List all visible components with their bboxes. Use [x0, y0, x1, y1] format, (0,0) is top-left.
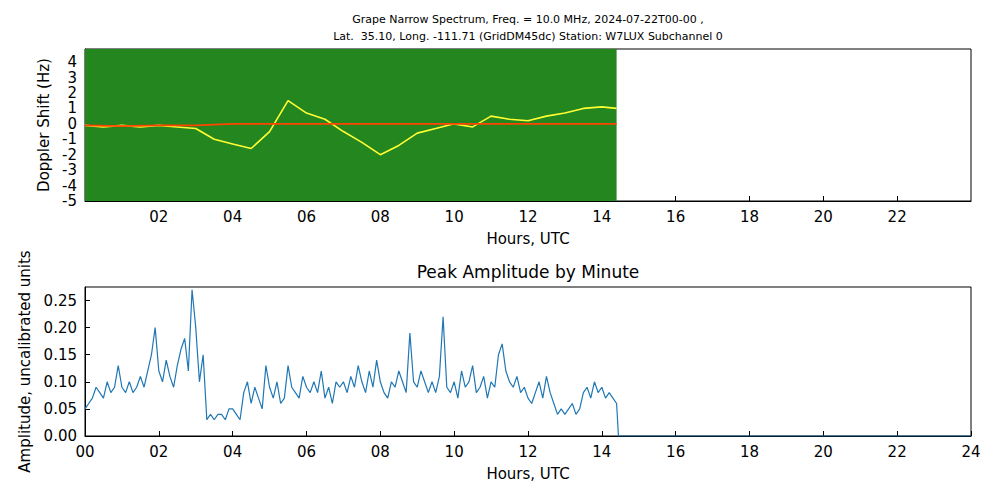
svg-text:Peak Amplitude by Minute: Peak Amplitude by Minute [417, 262, 640, 282]
svg-text:0.05: 0.05 [44, 400, 77, 418]
svg-text:20: 20 [814, 443, 833, 461]
svg-text:0.20: 0.20 [44, 319, 77, 337]
svg-text:14: 14 [592, 443, 611, 461]
svg-text:-5: -5 [62, 192, 77, 210]
svg-text:18: 18 [740, 443, 759, 461]
svg-text:Hours, UTC: Hours, UTC [486, 465, 569, 483]
svg-text:Lat. 35.10, Long. -111.71 (Gr: Lat. 35.10, Long. -111.71 (GridDM45dc) S… [333, 30, 723, 43]
svg-text:00: 00 [75, 443, 94, 461]
svg-text:18: 18 [740, 208, 759, 226]
svg-text:16: 16 [666, 208, 685, 226]
svg-text:12: 12 [518, 443, 537, 461]
svg-text:3: 3 [67, 69, 77, 87]
svg-text:Amplitude, uncalibrated units: Amplitude, uncalibrated units [16, 250, 34, 473]
svg-text:20: 20 [814, 208, 833, 226]
svg-text:0.00: 0.00 [44, 427, 77, 445]
svg-text:04: 04 [223, 443, 242, 461]
svg-text:06: 06 [297, 208, 316, 226]
svg-text:10: 10 [445, 443, 464, 461]
svg-text:04: 04 [223, 208, 242, 226]
svg-text:-3: -3 [62, 161, 77, 179]
svg-text:Doppler Shift (Hz): Doppler Shift (Hz) [35, 58, 53, 192]
svg-text:08: 08 [371, 208, 390, 226]
svg-text:2: 2 [67, 84, 77, 102]
svg-text:-4: -4 [62, 177, 77, 195]
svg-text:4: 4 [67, 53, 77, 71]
svg-text:0.25: 0.25 [44, 292, 77, 310]
svg-text:08: 08 [371, 443, 390, 461]
svg-text:Grape Narrow Spectrum, Freq. =: Grape Narrow Spectrum, Freq. = 10.0 MHz,… [352, 13, 704, 26]
svg-text:12: 12 [518, 208, 537, 226]
svg-text:02: 02 [149, 443, 168, 461]
svg-text:24: 24 [961, 443, 980, 461]
svg-text:02: 02 [149, 208, 168, 226]
svg-text:22: 22 [888, 443, 907, 461]
svg-text:16: 16 [666, 443, 685, 461]
svg-text:-2: -2 [62, 146, 77, 164]
svg-text:10: 10 [445, 208, 464, 226]
svg-text:22: 22 [888, 208, 907, 226]
svg-text:14: 14 [592, 208, 611, 226]
svg-text:Hours, UTC: Hours, UTC [486, 230, 569, 248]
svg-text:0.10: 0.10 [44, 373, 77, 391]
svg-text:0.15: 0.15 [44, 346, 77, 364]
svg-text:-1: -1 [62, 130, 77, 148]
svg-text:06: 06 [297, 443, 316, 461]
svg-text:1: 1 [67, 99, 77, 117]
svg-text:0: 0 [67, 115, 77, 133]
